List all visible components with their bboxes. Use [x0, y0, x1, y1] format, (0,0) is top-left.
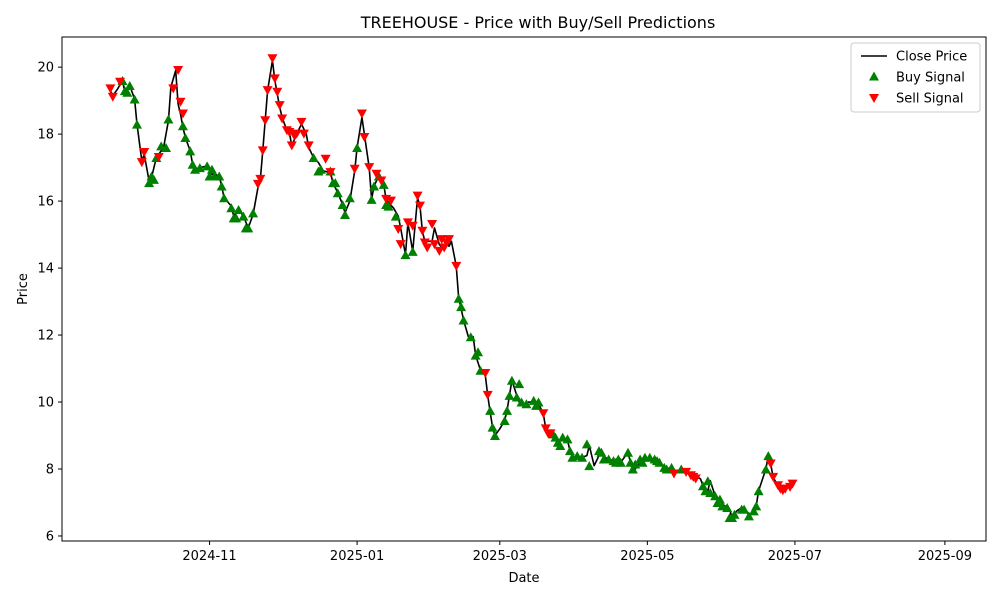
x-tick-label: 2025-09: [918, 549, 972, 564]
plot-area: [62, 37, 986, 541]
y-tick-label: 16: [37, 195, 54, 210]
x-tick-label: 2025-05: [620, 549, 674, 564]
legend: Close Price Buy Signal Sell Signal: [851, 43, 980, 112]
y-axis-label: Price: [16, 273, 31, 305]
y-tick-label: 20: [37, 61, 54, 76]
y-tick-label: 12: [37, 329, 54, 344]
y-tick-label: 14: [37, 262, 54, 277]
plot-background: [62, 37, 986, 541]
legend-label-sell-signal: Sell Signal: [896, 92, 964, 107]
y-tick-label: 10: [37, 396, 54, 411]
x-tick-label: 2025-07: [768, 549, 822, 564]
x-axis-label: Date: [508, 571, 539, 586]
x-tick-label: 2024-11: [182, 549, 236, 564]
chart-title: TREEHOUSE - Price with Buy/Sell Predicti…: [360, 13, 716, 32]
legend-label-buy-signal: Buy Signal: [896, 71, 965, 86]
y-tick-label: 6: [46, 529, 54, 544]
y-tick-label: 8: [46, 463, 54, 478]
x-tick-label: 2025-03: [473, 549, 527, 564]
x-tick-label: 2025-01: [330, 549, 384, 564]
y-tick-label: 18: [37, 128, 54, 143]
legend-label-close-price: Close Price: [896, 50, 967, 65]
